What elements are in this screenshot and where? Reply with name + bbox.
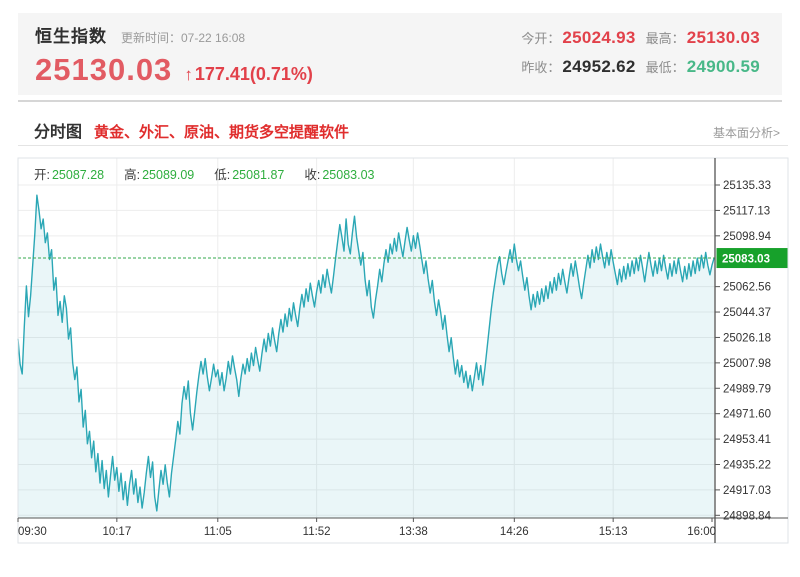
tab-intraday[interactable]: 分时图 [34,124,83,141]
intraday-chart: 25135.33 25117.13 25098.94 25062.56 25044.37… [0,152,800,552]
intraday-chart-canvas: 25135.33 25117.13 25098.94 25062.56 25044.37… [17,157,789,544]
current-price-badge-text: 25083.03 [722,254,770,266]
index-summary-card: 恒生指数 更新时间：07-22 16:08 25130.03 ↑ 177.41(… [18,13,782,95]
y-axis-label: 25007.98 [723,358,771,370]
ohlc-low-label: 低: [214,168,231,182]
price-line [17,194,715,512]
tab-divider [18,145,788,146]
y-axis-label: 25044.37 [723,307,771,319]
x-axis-label: 13:38 [399,526,428,538]
x-axis-label: 11:52 [303,526,331,538]
chart-border [17,157,789,544]
x-axis-label: 11:05 [204,526,232,538]
header-divider [18,100,782,102]
y-axis-label: 24898.84 [723,510,772,522]
x-axis-label: 09:30 [18,526,47,538]
up-arrow-icon: ↑ [184,65,193,84]
x-axis-label: 16:00 [687,526,716,538]
stat-prev-close-value: 24952.62 [562,57,636,76]
ohlc-high-label: 高: [124,168,141,182]
stat-prev-close-label: 昨收： [521,60,561,75]
stat-high-label: 最高： [645,31,685,46]
stat-low-value: 24900.59 [686,57,760,76]
promo-link[interactable]: 黄金、外汇、原油、期货多空提醒软件 [94,124,350,141]
y-axis-label: 24989.79 [723,383,771,395]
stat-low-label: 最低： [645,60,685,75]
stat-open-value: 25024.93 [562,28,636,47]
x-axis-label: 14:26 [500,526,529,538]
ohlc-low-value: 25081.87 [232,168,285,182]
ohlc-open-label: 开: [34,168,50,182]
price-area-fill [18,195,715,518]
y-axis-label: 25135.33 [723,180,771,192]
tab-bar: 分时图 黄金、外汇、原油、期货多空提醒软件 [34,118,349,142]
y-axis-label: 24953.41 [723,434,771,446]
ohlc-open-value: 25087.28 [51,168,105,182]
y-axis-label: 25098.94 [723,231,772,243]
current-price: 25130.03 [35,52,173,87]
stat-high-value: 25130.03 [686,28,760,47]
ohlc-close-value: 25083.03 [322,168,375,182]
ohlc-close-label: 收: [304,168,321,182]
fundamental-analysis-link[interactable]: 基本面分析> [712,126,780,140]
ohlc-row: 开: 25087.28 高: 25089.09 低: 25081.87 收: 2… [34,164,395,183]
x-axis-label: 10:17 [102,526,131,538]
price-change: 177.41(0.71%) [194,64,313,84]
y-axis-label: 25117.13 [723,205,770,217]
ohlc-high-value: 25089.09 [142,168,195,182]
y-axis-label: 24935.22 [723,459,771,471]
y-axis-label: 24971.60 [723,409,771,421]
update-time: 更新时间：07-22 16:08 [121,31,246,45]
index-name: 恒生指数 [35,27,107,46]
y-axis-label: 24917.03 [723,485,771,497]
x-axis-label: 15:13 [599,526,628,538]
y-axis-label: 25062.56 [723,282,771,294]
y-axis-label: 25026.18 [723,332,771,344]
current-price-badge [716,248,788,269]
stat-open-label: 今开： [521,31,561,46]
